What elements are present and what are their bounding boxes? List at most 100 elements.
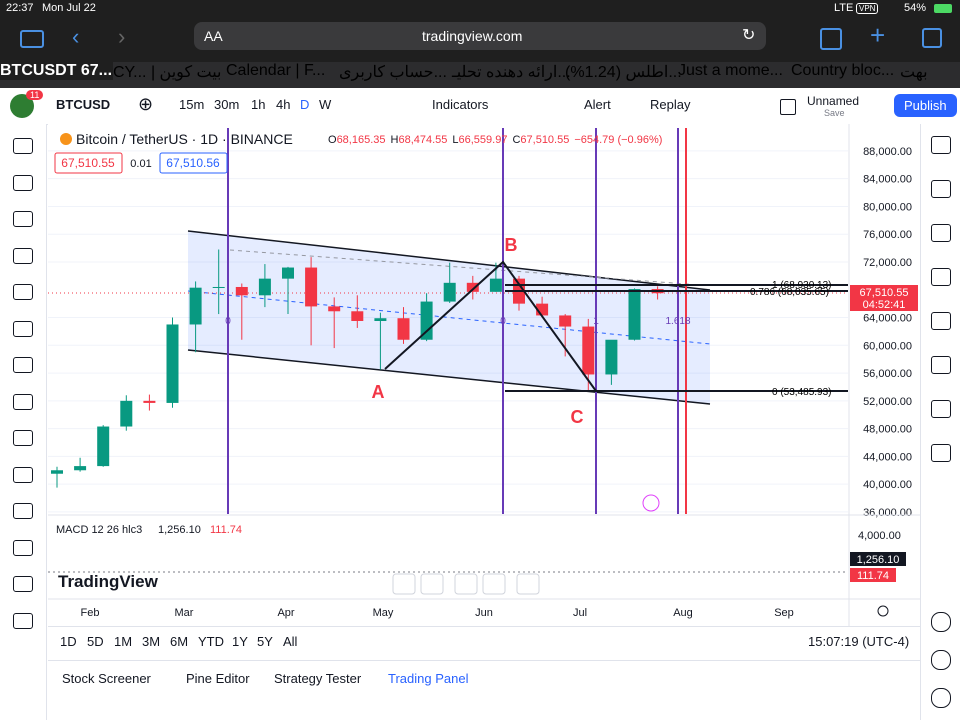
range-button[interactable]: 3M — [142, 634, 161, 649]
range-button[interactable]: YTD — [198, 634, 224, 649]
tab[interactable]: Calendar | F... — [226, 62, 326, 79]
zoom-out[interactable] — [392, 573, 416, 595]
candle-body — [282, 267, 294, 279]
reset[interactable] — [516, 573, 540, 595]
fib-label: 1 (68,930.13) — [772, 280, 832, 291]
range-button[interactable]: 5Y — [257, 634, 273, 649]
cycle-label: 1.618 — [665, 316, 690, 327]
tool-icon[interactable] — [13, 211, 33, 227]
save[interactable]: Save — [824, 108, 845, 118]
widget-icon[interactable] — [931, 650, 951, 670]
candle-body — [120, 400, 133, 427]
add-symbol[interactable]: ⊕ — [138, 94, 154, 114]
tab[interactable]: BTCUSDT 67... — [0, 62, 113, 80]
scroll-right[interactable] — [482, 573, 506, 595]
range-button[interactable]: 6M — [170, 634, 189, 649]
tool-icon[interactable] — [13, 576, 33, 592]
interval[interactable]: 4h — [276, 97, 291, 112]
address-bar[interactable]: AA tradingview.com ↻ — [194, 22, 766, 50]
tab[interactable]: Just a mome... — [678, 62, 783, 79]
range-button[interactable]: 1D — [60, 634, 77, 649]
channel-inner — [229, 249, 701, 286]
widget-icon[interactable] — [931, 268, 951, 286]
interval[interactable]: 15m — [179, 97, 205, 112]
macd-signal-box — [850, 568, 896, 582]
tabs-button[interactable] — [922, 28, 942, 48]
y-tick-label: 64,000.00 — [863, 313, 912, 325]
widget-icon[interactable] — [931, 224, 951, 242]
widget-icon[interactable] — [931, 356, 951, 374]
back-button[interactable]: ‹ — [72, 24, 80, 49]
time-axis: Feb Mar Apr May Jun Jul Aug Sep — [81, 607, 794, 619]
interval[interactable]: D — [300, 97, 310, 112]
scroll-left[interactable] — [454, 573, 478, 595]
panel-tab[interactable]: Trading Panel — [388, 671, 469, 686]
fib-label: 0.786 (68,035.65) — [750, 287, 829, 298]
cycle-label: 1 — [593, 316, 599, 327]
text-size[interactable]: AA — [204, 28, 223, 44]
x-tick-label: Sep — [774, 607, 794, 619]
range-button[interactable]: 1Y — [232, 634, 248, 649]
widget-icon[interactable] — [931, 180, 951, 198]
interval[interactable]: 30m — [214, 97, 240, 112]
tool-icon[interactable] — [13, 247, 33, 264]
x-tick-label: Apr — [277, 607, 294, 619]
replay[interactable]: Replay — [650, 97, 691, 112]
tool-icon[interactable] — [13, 320, 33, 337]
tab[interactable]: بهت — [900, 64, 928, 81]
panel-tab[interactable]: Pine Editor — [186, 671, 250, 686]
tool-icon[interactable] — [13, 138, 33, 154]
spread: 0.01 — [130, 158, 151, 170]
forward-button[interactable]: › — [118, 24, 126, 49]
candle-body — [443, 282, 456, 302]
candle-body — [489, 278, 502, 292]
panel-tab[interactable]: Stock Screener — [62, 671, 151, 686]
tool-icon[interactable] — [13, 430, 33, 446]
share-button[interactable] — [820, 28, 842, 50]
interval[interactable]: W — [319, 97, 332, 112]
widget-icon[interactable] — [931, 400, 951, 418]
tab[interactable]: Country bloc... — [791, 62, 895, 79]
widget-icon[interactable] — [931, 612, 951, 632]
new-tab-button[interactable]: + — [870, 20, 886, 50]
interval[interactable]: 1h — [251, 97, 266, 112]
badge: 11 — [26, 90, 44, 100]
tool-icon[interactable] — [13, 466, 33, 483]
layout-icon[interactable] — [780, 99, 796, 115]
sidebar-button[interactable] — [20, 30, 44, 48]
range-button[interactable]: 1M — [114, 634, 133, 649]
tab[interactable]: ارائه دهنده تحلیـ... — [452, 64, 571, 81]
tool-icon[interactable] — [13, 503, 33, 519]
tab[interactable]: اطلس (1.24%)... — [565, 64, 682, 81]
range-button[interactable]: All — [283, 634, 298, 649]
publish-button[interactable]: Publish — [894, 94, 957, 117]
widget-icon[interactable] — [931, 688, 951, 708]
tool-icon[interactable] — [13, 393, 33, 410]
tool-icon[interactable] — [13, 539, 33, 556]
tab[interactable]: حساب کاربری... — [339, 64, 447, 81]
clock[interactable]: 15:07:19 (UTC-4) — [808, 634, 910, 649]
tool-icon[interactable] — [13, 284, 33, 300]
widget-icon[interactable] — [931, 444, 951, 462]
zoom-in[interactable] — [420, 573, 444, 595]
sell-price: 67,510.55 — [61, 156, 115, 170]
sell-box[interactable] — [54, 152, 123, 174]
ohlc-label: C — [512, 134, 520, 146]
tool-icon[interactable] — [13, 612, 33, 629]
tool-icon[interactable] — [13, 174, 33, 191]
alert[interactable]: Alert — [584, 97, 611, 112]
tab[interactable]: CY... | بیت کوین — [113, 64, 222, 81]
reload[interactable]: ↻ — [742, 27, 756, 44]
panel-tab[interactable]: Strategy Tester — [274, 671, 362, 686]
indicators[interactable]: Indicators — [432, 97, 489, 112]
buy-box[interactable] — [159, 152, 228, 174]
widget-icon[interactable] — [931, 312, 951, 330]
y-tick-label: 52,000.00 — [863, 396, 912, 408]
event-icon[interactable] — [642, 494, 660, 512]
layout-name[interactable]: Unnamed — [807, 94, 860, 108]
widget-icon[interactable] — [931, 136, 951, 154]
symbol[interactable]: BTCUSD — [56, 97, 111, 112]
tool-icon[interactable] — [13, 357, 33, 373]
range-button[interactable]: 5D — [87, 634, 104, 649]
settings[interactable] — [877, 605, 889, 617]
